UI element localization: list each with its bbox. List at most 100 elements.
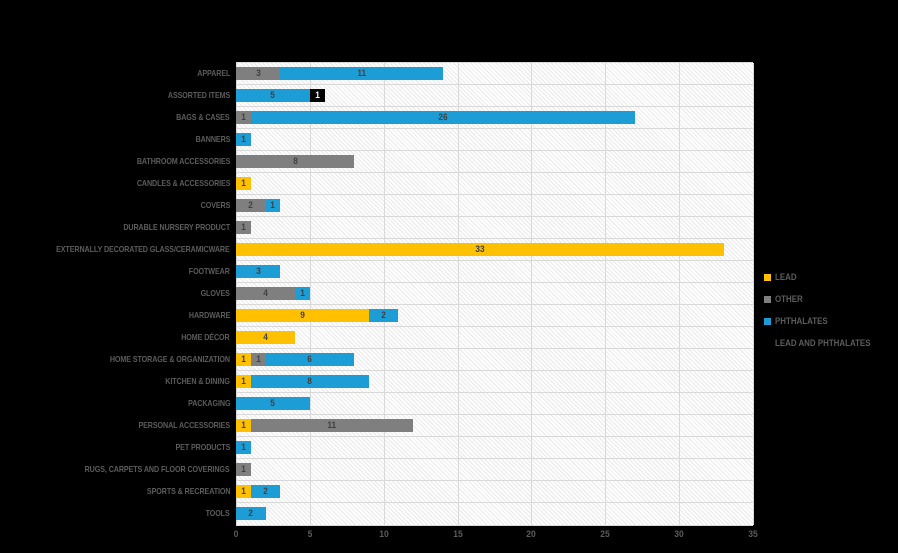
category-label: BAGS & CASES: [176, 112, 230, 122]
legend-item: PHTHALATES: [764, 310, 884, 332]
category-row: 1: [236, 459, 753, 481]
legend-item: LEAD AND PHTHALATES: [764, 332, 884, 354]
bar-value-label: 4: [263, 332, 268, 342]
bar-value-label: 5: [270, 398, 276, 408]
bar-segment-lead: 33: [236, 243, 724, 256]
category-label: CANDLES & ACCESSORIES: [136, 178, 230, 188]
category-row: 8: [236, 151, 753, 173]
bar-value-label: 1: [300, 288, 305, 298]
legend-label: LEAD: [775, 272, 797, 282]
bar-segment-other: 1: [236, 111, 251, 124]
bar-segment-other: 11: [250, 419, 414, 432]
category-row: 1: [236, 437, 753, 459]
x-tick-label: 10: [379, 529, 389, 540]
bar-value-label: 8: [292, 156, 298, 166]
bar-value-label: 1: [241, 178, 246, 188]
bar-value-label: 1: [241, 112, 246, 122]
legend-label: OTHER: [775, 294, 803, 304]
category-label: BATHROOM ACCESSORIES: [136, 156, 230, 166]
bar-segment-lead: 1: [236, 375, 251, 388]
bar-segment-lead: 1: [236, 419, 251, 432]
bar-value-label: 2: [263, 486, 268, 496]
bar-value-label: 9: [300, 310, 305, 320]
legend-swatch-icon: [764, 339, 771, 347]
x-tick-label: 20: [526, 529, 536, 540]
category-label: PERSONAL ACCESSORIES: [138, 420, 230, 430]
bar-value-label: 2: [381, 310, 386, 320]
bar-value-label: 1: [241, 420, 246, 430]
x-tick-label: 30: [674, 529, 684, 540]
category-row: 3 11: [236, 63, 753, 85]
plot-area: 3 11 5 1 1 26 1 8 1 2 1 1 33 3 4 1 9 2 4 1 1 6 1 8 5 1 11 1 1 1 2 2: [236, 62, 754, 526]
category-row: 1: [236, 129, 753, 151]
bar-segment-phthalates: 2: [250, 485, 281, 498]
legend-swatch-icon: [764, 273, 771, 281]
bar-value-label: 8: [307, 376, 313, 386]
bar-value-label: 1: [241, 486, 246, 496]
bar-value-label: 2: [248, 200, 254, 210]
category-label: APPAREL: [196, 68, 230, 78]
legend-label: PHTHALATES: [775, 316, 828, 326]
category-row: 3: [236, 261, 753, 283]
bar-segment-phthalates: 5: [236, 397, 310, 410]
vertical-gridline: [310, 63, 311, 525]
bar-segment-other: 4: [236, 287, 296, 300]
bar-segment-lead: 1: [236, 177, 251, 190]
bar-segment-phthalates: 1: [265, 199, 281, 212]
category-label: HOME DÉCOR: [181, 332, 230, 342]
bar-value-label: 1: [241, 354, 246, 364]
bar-segment-other: 1: [236, 221, 251, 234]
bar-segment-phthalates: 5: [236, 89, 310, 102]
x-tick-label: 0: [233, 529, 239, 540]
category-row: 1 26: [236, 107, 753, 129]
bar-value-label: 3: [255, 68, 261, 78]
category-label: BANNERS: [195, 134, 230, 144]
legend-label: LEAD AND PHTHALATES: [775, 338, 871, 348]
legend-swatch-icon: [764, 317, 771, 325]
legend-swatch-icon: [764, 295, 771, 303]
category-row: 1 11: [236, 415, 753, 437]
legend-item: OTHER: [764, 288, 884, 310]
bar-segment-lead: 1: [236, 485, 251, 498]
category-label: TOOLS: [205, 508, 230, 518]
bar-value-label: 11: [327, 420, 337, 430]
bar-value-label: 11: [357, 68, 366, 78]
category-label: GLOVES: [200, 288, 230, 298]
vertical-gridline: [753, 63, 754, 525]
bar-value-label: 1: [255, 354, 261, 364]
bar-segment-phthalates: 8: [250, 375, 369, 388]
x-axis: 0 5 10 15 20 25 30 35: [233, 529, 758, 543]
category-label: HARDWARE: [188, 310, 230, 320]
vertical-gridline: [384, 63, 385, 525]
y-axis-labels: APPAREL ASSORTED ITEMS BAGS & CASES BANNERS…: [0, 62, 230, 524]
category-label: DURABLE NURSERY PRODUCT: [123, 222, 230, 232]
bar-value-label: 6: [307, 354, 313, 364]
bar-value-label: 4: [263, 288, 268, 298]
category-row: 5: [236, 393, 753, 415]
vertical-gridline: [679, 63, 680, 525]
bar-segment-other: 1: [236, 463, 251, 476]
category-row: 33: [236, 239, 753, 261]
legend-item: LEAD: [764, 266, 884, 288]
category-label: FOOTWEAR: [189, 266, 230, 276]
bar-segment-lead: 4: [236, 331, 296, 344]
bar-segment-lead: 1: [236, 353, 251, 366]
bar-segment-other: 3: [236, 67, 281, 80]
x-tick-label: 5: [307, 529, 313, 540]
bar-value-label: 1: [241, 134, 246, 144]
bar-value-label: 1: [241, 222, 246, 232]
bar-segment-lead-and-phthalates: 1: [309, 89, 325, 102]
category-label: HOME STORAGE & ORGANIZATION: [109, 354, 230, 364]
bar-segment-phthalates: 2: [368, 309, 399, 322]
category-row: 1: [236, 173, 753, 195]
bar-value-label: 1: [241, 464, 246, 474]
bar-value-label: 1: [314, 90, 320, 100]
bar-segment-phthalates: 26: [250, 111, 635, 124]
bar-value-label: 33: [475, 244, 485, 254]
bar-value-label: 3: [255, 266, 261, 276]
